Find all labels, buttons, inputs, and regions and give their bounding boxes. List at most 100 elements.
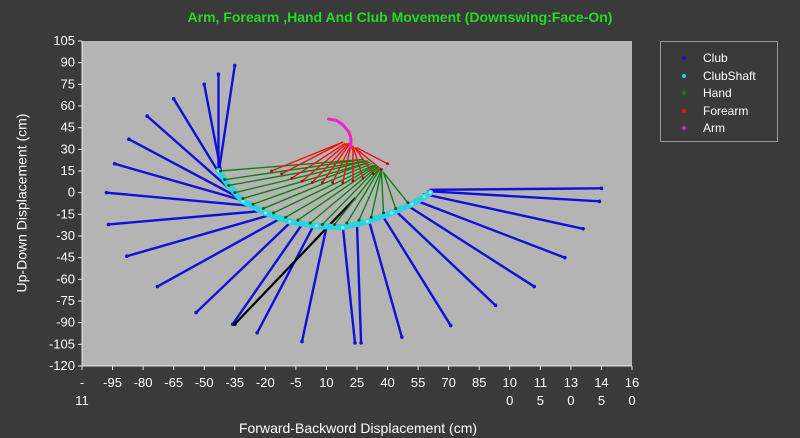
hand-point xyxy=(333,222,337,226)
forearm-line xyxy=(356,147,389,165)
forearm-point xyxy=(270,169,273,173)
legend-item: ClubShaft xyxy=(661,68,777,85)
hand-point xyxy=(251,202,255,206)
club-head-point xyxy=(216,72,221,77)
y-tick-label: -45 xyxy=(56,250,75,265)
hand-point xyxy=(284,215,288,219)
club-line xyxy=(427,190,601,203)
club-head-point xyxy=(112,161,117,166)
hand-line xyxy=(309,165,379,224)
y-tick-label: -60 xyxy=(56,271,75,286)
club-head-point xyxy=(359,341,363,345)
hand-point xyxy=(261,207,265,211)
hand-point xyxy=(223,178,227,182)
club-head-point xyxy=(532,284,537,289)
forearm-point xyxy=(310,181,314,184)
club-line xyxy=(408,205,536,288)
y-tick-label: -90 xyxy=(56,315,75,330)
arm-path xyxy=(326,117,353,150)
club-line xyxy=(255,223,316,334)
legend-label: Club xyxy=(703,51,728,65)
x-tick-label: 13 0 xyxy=(564,375,578,408)
plot-area xyxy=(82,41,632,366)
y-axis-label: Up-Down Displacement (cm) xyxy=(14,114,30,293)
hand-point xyxy=(233,191,237,195)
highlight-shaft-point xyxy=(232,322,237,326)
legend-item: Forearm xyxy=(661,103,777,120)
club-head-point xyxy=(194,310,198,315)
hand-line xyxy=(242,161,370,200)
y-tick-label: 45 xyxy=(61,120,75,135)
club-head-point xyxy=(127,137,131,142)
forearm-point xyxy=(386,162,389,166)
club-head-point xyxy=(400,335,404,339)
clubshaft-point xyxy=(365,219,369,224)
forearm-line xyxy=(270,141,344,172)
x-tick-label: 11 5 xyxy=(534,375,548,408)
club-head-point xyxy=(106,222,111,227)
x-tick-label: -20 xyxy=(256,375,275,390)
clubshaft-point xyxy=(241,199,245,203)
hand-line xyxy=(223,158,364,181)
forearm-line xyxy=(311,142,350,184)
forearm-point xyxy=(290,176,294,180)
chart-title: Arm, Forearm ,Hand And Club Movement (Do… xyxy=(187,9,613,25)
legend-marker xyxy=(682,126,686,130)
club-line xyxy=(355,223,363,345)
hand-line xyxy=(380,170,385,214)
hand-line xyxy=(382,171,409,204)
club-line xyxy=(382,216,452,327)
x-tick-label: -5 xyxy=(290,375,302,390)
club-head-point xyxy=(448,323,453,328)
forearm-line xyxy=(342,144,352,184)
club-line xyxy=(217,64,236,176)
forearm-line xyxy=(352,145,364,179)
y-tick-label: 105 xyxy=(53,33,75,48)
y-tick-label: -75 xyxy=(56,293,75,308)
hand-point xyxy=(345,221,349,225)
legend-label: Forearm xyxy=(703,103,749,118)
x-axis-label: Forward-Backword Displacement (cm) xyxy=(239,420,477,436)
y-tick-label: 60 xyxy=(61,98,75,113)
clubshaft-point xyxy=(314,224,318,228)
x-tick-label: -11 xyxy=(75,375,89,408)
y-tick-label: 90 xyxy=(61,55,75,70)
club-head-point xyxy=(562,255,567,260)
forearm-point xyxy=(331,181,334,184)
x-tick-label: -80 xyxy=(134,375,153,390)
y-tick-label: -30 xyxy=(56,228,75,243)
hand-point xyxy=(271,211,275,215)
hand-point xyxy=(369,215,373,219)
club-head-point xyxy=(255,330,259,335)
legend: Club ClubShaft Hand Forearm Arm xyxy=(660,41,778,142)
club-line xyxy=(107,210,259,226)
clubshaft-point xyxy=(390,211,394,215)
forearm-point xyxy=(300,179,304,183)
club-line xyxy=(423,192,585,230)
forearm-line xyxy=(280,141,344,175)
hand-point xyxy=(296,218,300,222)
forearm-line xyxy=(301,142,348,182)
legend-label: Hand xyxy=(703,86,732,100)
club-line xyxy=(113,162,243,202)
forearm-point xyxy=(380,168,383,171)
club-line xyxy=(341,224,357,345)
y-tick-label: 30 xyxy=(61,141,75,156)
club-head-point xyxy=(597,199,602,204)
club-line xyxy=(368,220,404,339)
hand-point xyxy=(320,222,324,226)
x-tick-label: 14 5 xyxy=(594,375,608,408)
forearm-line xyxy=(291,142,346,179)
legend-marker xyxy=(682,108,686,113)
legend-marker xyxy=(682,73,686,78)
forearm-point xyxy=(361,176,365,180)
x-tick-label: 40 xyxy=(380,375,394,390)
legend-marker xyxy=(682,91,686,95)
forearm-line xyxy=(354,147,383,171)
y-tick-label: -120 xyxy=(49,358,75,373)
club-head-point xyxy=(599,186,604,191)
x-tick-label: -65 xyxy=(164,375,183,390)
club-head-point xyxy=(353,341,357,345)
club-line xyxy=(203,83,224,181)
